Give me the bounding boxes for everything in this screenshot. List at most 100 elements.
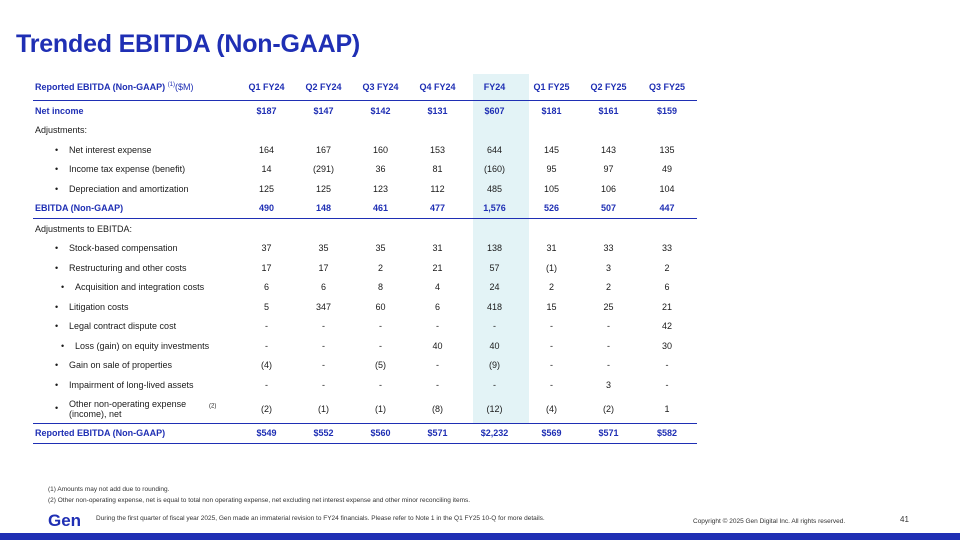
table-cell: 40 xyxy=(432,340,443,351)
table-cell: (12) xyxy=(486,403,503,414)
table-cell: 33 xyxy=(661,243,672,254)
table-cell: 2 xyxy=(377,262,383,273)
table-row: Reported EBITDA (Non-GAAP) $549 $552 $560 $5… xyxy=(33,422,697,444)
table-cell: 35 xyxy=(318,243,329,254)
table-row: • Acquisition and integration costs 6 6 8 4 24… xyxy=(33,278,697,298)
table-cell: - xyxy=(265,379,268,390)
table-cell: $147 xyxy=(313,105,334,116)
row-label-text: EBITDA (Non-GAAP) xyxy=(35,203,124,214)
table-cell: - xyxy=(379,379,382,390)
table-cell: 8 xyxy=(377,282,383,293)
row-label-text: Net income xyxy=(35,105,84,116)
col-header: FY24 xyxy=(466,74,523,101)
table-cell xyxy=(238,121,295,141)
row-label-text: Litigation costs xyxy=(69,301,129,312)
table-cell xyxy=(409,121,466,141)
table-cell: 143 xyxy=(600,144,617,155)
table-row: • Litigation costs 5 347 60 6 418 15 25 21 xyxy=(33,297,697,317)
table-cell: 4 xyxy=(434,282,440,293)
table-cell: 21 xyxy=(432,262,443,273)
bullet-icon: • xyxy=(55,243,59,254)
table-row: • Impairment of long-lived assets - - - - - - 3 - xyxy=(33,375,697,395)
table-cell: $2,232 xyxy=(466,422,523,444)
bullet-icon: • xyxy=(61,282,65,293)
table-cell: $571 xyxy=(580,422,637,444)
col-header: Q2 FY24 xyxy=(295,74,352,101)
row-label: • Legal contract dispute cost xyxy=(33,317,238,337)
table-cell: (9) xyxy=(489,360,500,371)
row-label-text: Loss (gain) on equity investments xyxy=(75,340,210,351)
table-row: Adjustments to EBITDA: xyxy=(33,219,697,239)
bottom-accent-bar xyxy=(0,533,960,540)
bullet-icon: • xyxy=(55,164,59,175)
table-cell: - xyxy=(436,360,439,371)
page-number: 41 xyxy=(900,515,909,524)
ebitda-table-container: Reported EBITDA (Non-GAAP) (1)($M) Q1 FY… xyxy=(33,74,697,444)
table-cell: 145 xyxy=(543,144,560,155)
table-cell: 3 xyxy=(605,379,611,390)
row-label-text: Gain on sale of properties xyxy=(69,360,173,371)
footnotes: (1) Amounts may not add due to rounding.… xyxy=(48,484,470,506)
table-cell: 14 xyxy=(261,164,272,175)
table-cell: 36 xyxy=(375,164,386,175)
table-cell: - xyxy=(665,379,669,390)
table-row: • Loss (gain) on equity investments - - - 40 4… xyxy=(33,336,697,356)
table-cell: 347 xyxy=(315,301,332,312)
table-row: Net income $187 $147 $142 $131 $607 $181 $161 $1… xyxy=(33,101,697,121)
table-cell: 31 xyxy=(432,243,443,254)
table-cell: - xyxy=(379,321,382,332)
table-cell: $582 xyxy=(637,422,697,444)
table-row: • Depreciation and amortization 125 125 123 1… xyxy=(33,179,697,199)
row-label: • Other non-operating expense (income), n… xyxy=(33,395,238,424)
table-cell: 25 xyxy=(603,301,614,312)
table-cell: 123 xyxy=(372,183,389,194)
table-cell: - xyxy=(265,340,268,351)
row-label-text: Reported EBITDA (Non-GAAP) xyxy=(35,428,166,439)
row-label: Reported EBITDA (Non-GAAP) xyxy=(33,422,238,444)
table-cell: 138 xyxy=(486,243,503,254)
table-cell: (160) xyxy=(483,164,505,175)
table-cell: 160 xyxy=(372,144,389,155)
row-label-text: Impairment of long-lived assets xyxy=(69,379,194,390)
table-cell: - xyxy=(265,321,268,332)
table-cell: - xyxy=(607,360,610,371)
table-cell: 31 xyxy=(546,243,557,254)
table-cell: (4) xyxy=(546,403,557,414)
col-header: Q3 FY24 xyxy=(352,74,409,101)
table-cell: 164 xyxy=(258,144,275,155)
table-cell: 447 xyxy=(637,198,697,219)
bullet-icon: • xyxy=(61,340,65,351)
table-cell: - xyxy=(493,379,496,390)
row-label-text: Acquisition and integration costs xyxy=(75,282,205,293)
bullet-icon: • xyxy=(55,144,59,155)
table-cell: 477 xyxy=(409,198,466,219)
table-cell: - xyxy=(665,360,669,371)
table-cell: 461 xyxy=(352,198,409,219)
col-header: Q4 FY24 xyxy=(409,74,466,101)
table-cell: 24 xyxy=(489,282,500,293)
table-cell: 49 xyxy=(661,164,672,175)
table-row: • Net interest expense 164 167 160 153 644 145 1… xyxy=(33,140,697,160)
table-cell: 5 xyxy=(263,301,269,312)
row-label: • Acquisition and integration costs xyxy=(33,278,238,298)
table-cell xyxy=(466,121,523,141)
table-cell: 104 xyxy=(659,183,675,194)
table-cell: 490 xyxy=(238,198,295,219)
table-cell: - xyxy=(436,379,439,390)
table-row: • Other non-operating expense (income), n… xyxy=(33,395,697,424)
table-cell: 2 xyxy=(664,262,670,273)
table-cell: (1) xyxy=(375,403,386,414)
table-cell xyxy=(238,219,295,239)
table-cell: 6 xyxy=(320,282,326,293)
row-label: Adjustments: xyxy=(33,121,238,141)
table-header-row: Reported EBITDA (Non-GAAP) (1)($M) Q1 FY… xyxy=(33,74,697,101)
table-cell: $187 xyxy=(256,105,277,116)
table-cell: 33 xyxy=(603,243,614,254)
fy24-column-highlight xyxy=(473,74,529,424)
bullet-icon: • xyxy=(55,402,59,413)
row-label-text: Adjustments to EBITDA: xyxy=(35,223,133,234)
table-cell: 2 xyxy=(548,282,554,293)
table-cell: $161 xyxy=(598,105,619,116)
table-cell: 644 xyxy=(486,144,503,155)
col-header: Q1 FY25 xyxy=(523,74,580,101)
